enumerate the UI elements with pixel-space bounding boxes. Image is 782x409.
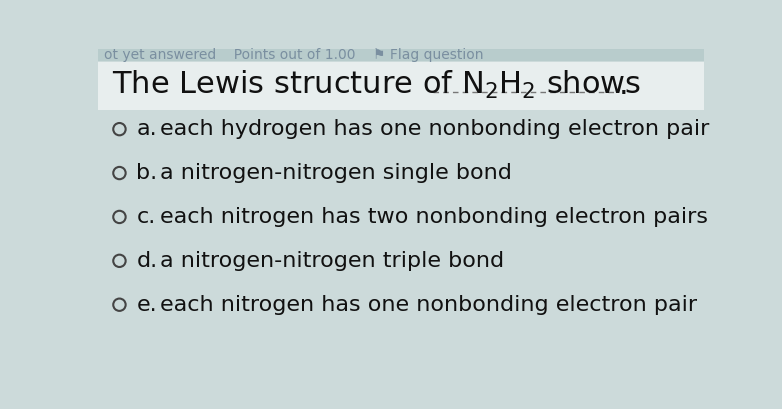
Text: a.: a. [137, 119, 157, 139]
Text: ot yet answered    Points out of 1.00    ⚑ Flag question: ot yet answered Points out of 1.00 ⚑ Fla… [104, 48, 483, 62]
Text: The Lewis structure of $\mathregular{N_2H_2}$ shows: The Lewis structure of $\mathregular{N_2… [112, 69, 641, 101]
Text: b.: b. [137, 163, 158, 183]
Text: c.: c. [137, 207, 156, 227]
Text: each hydrogen has one nonbonding electron pair: each hydrogen has one nonbonding electro… [160, 119, 709, 139]
FancyBboxPatch shape [98, 62, 704, 110]
Text: each nitrogen has one nonbonding electron pair: each nitrogen has one nonbonding electro… [160, 295, 697, 315]
Text: each nitrogen has two nonbonding electron pairs: each nitrogen has two nonbonding electro… [160, 207, 708, 227]
Text: .: . [619, 71, 628, 100]
Text: e.: e. [137, 295, 157, 315]
FancyBboxPatch shape [98, 49, 704, 61]
Text: a nitrogen-nitrogen single bond: a nitrogen-nitrogen single bond [160, 163, 511, 183]
Text: a nitrogen-nitrogen triple bond: a nitrogen-nitrogen triple bond [160, 251, 504, 271]
Text: d.: d. [137, 251, 158, 271]
